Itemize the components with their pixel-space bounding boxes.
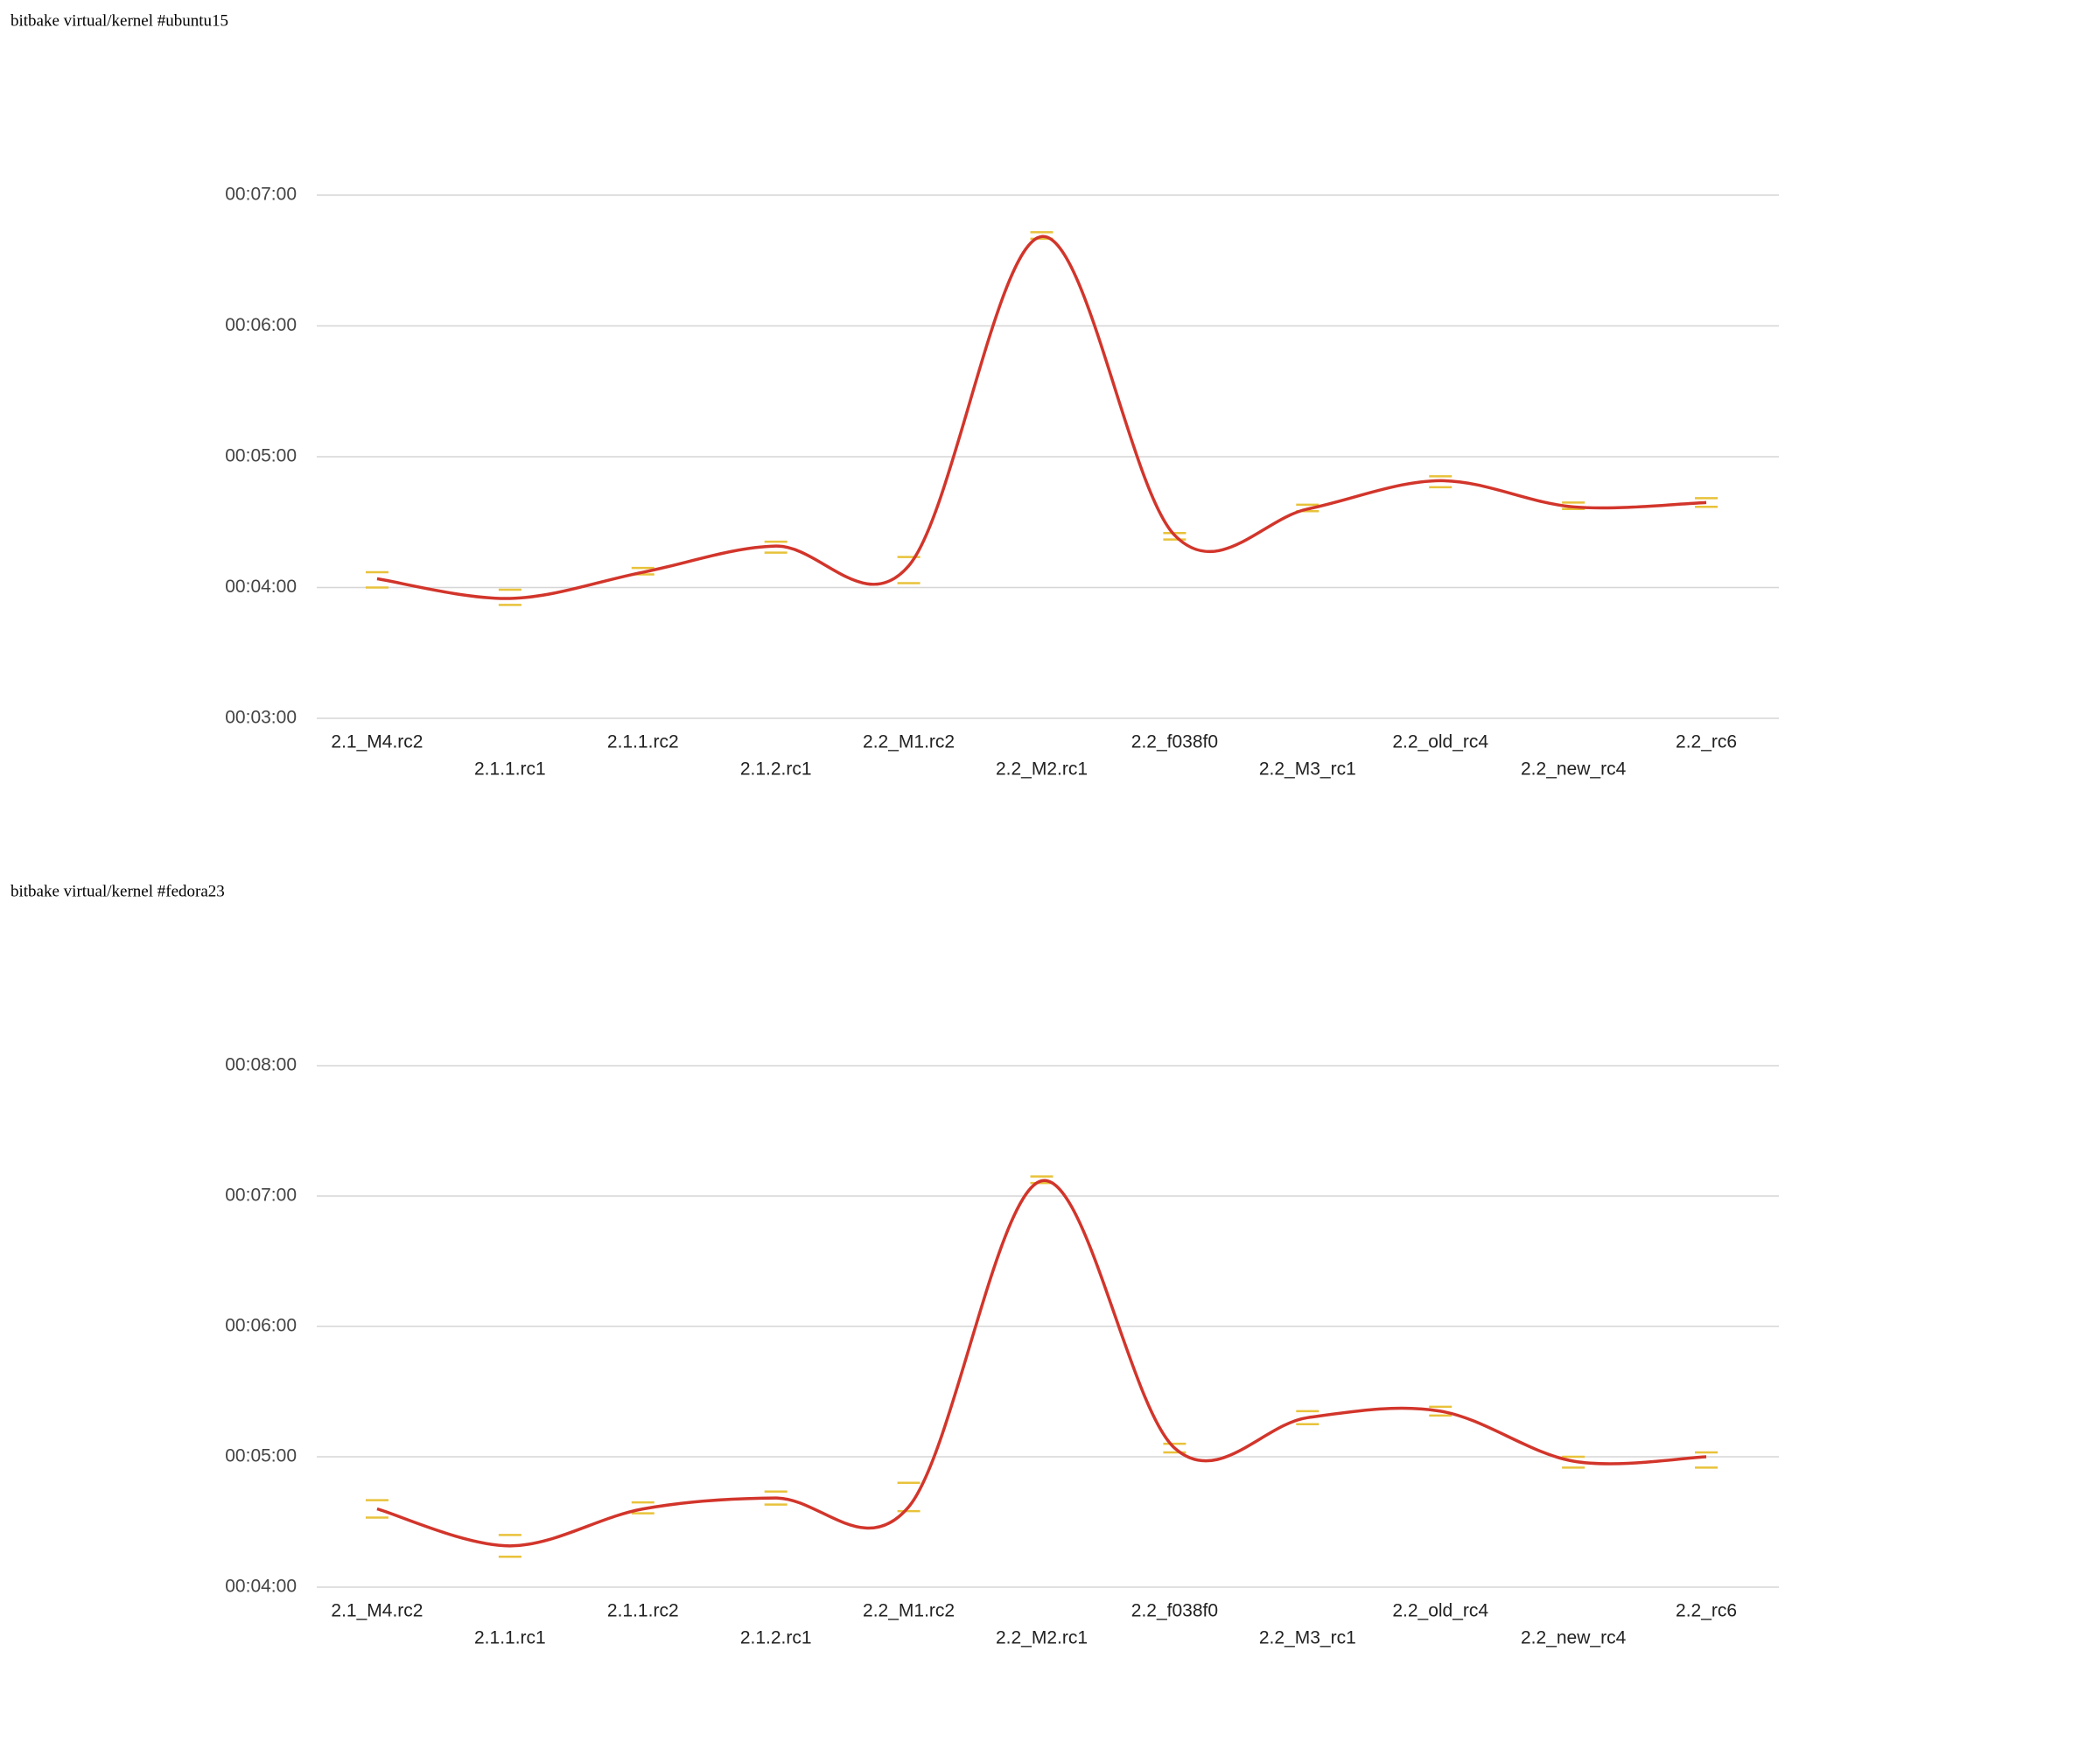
x-tick-label: 2.2_new_rc4	[1521, 1628, 1627, 1648]
x-tick-label: 2.2_M2.rc1	[996, 759, 1088, 780]
y-tick-label: 00:06:00	[225, 1316, 297, 1336]
x-tick-label: 2.1_M4.rc2	[331, 1601, 423, 1621]
x-tick-label: 2.1_M4.rc2	[331, 732, 423, 752]
y-tick-label: 00:06:00	[225, 315, 297, 335]
x-tick-label: 2.1.2.rc1	[740, 759, 812, 780]
chart-title: bitbake virtual/kernel #fedora23	[10, 882, 225, 900]
x-tick-label: 2.2_M2.rc1	[996, 1628, 1088, 1648]
x-tick-label: 2.1.1.rc1	[474, 1628, 546, 1648]
mean-line	[376, 1179, 1707, 1548]
x-tick-label: 2.1.2.rc1	[740, 1628, 812, 1648]
x-tick-label: 2.2_M1.rc2	[863, 1601, 955, 1621]
mean-line	[376, 234, 1707, 600]
x-tick-label: 2.2_f038f0	[1131, 1601, 1218, 1621]
x-tick-label: 2.2_rc6	[1676, 1601, 1737, 1621]
chart-title: bitbake virtual/kernel #ubuntu15	[10, 11, 228, 30]
y-tick-label: 00:05:00	[225, 1446, 297, 1466]
y-tick-label: 00:08:00	[225, 1055, 297, 1075]
x-tick-label: 2.2_rc6	[1676, 732, 1737, 752]
x-tick-label: 2.1.1.rc1	[474, 759, 546, 780]
x-tick-label: 2.2_old_rc4	[1392, 1601, 1488, 1621]
y-tick-label: 00:04:00	[225, 577, 297, 597]
x-tick-label: 2.1.1.rc2	[607, 732, 679, 752]
x-tick-label: 2.2_f038f0	[1131, 732, 1218, 752]
x-tick-label: 2.2_new_rc4	[1521, 759, 1627, 780]
x-tick-label: 2.2_M3_rc1	[1259, 1628, 1356, 1648]
x-tick-label: 2.1.1.rc2	[607, 1601, 679, 1621]
y-tick-label: 00:03:00	[225, 708, 297, 728]
y-tick-label: 00:05:00	[225, 446, 297, 466]
y-tick-label: 00:04:00	[225, 1577, 297, 1597]
y-tick-label: 00:07:00	[225, 1186, 297, 1206]
x-tick-label: 2.2_M1.rc2	[863, 732, 955, 752]
x-tick-label: 2.2_M3_rc1	[1259, 759, 1356, 780]
x-tick-label: 2.2_old_rc4	[1392, 732, 1488, 752]
y-tick-label: 00:07:00	[225, 185, 297, 205]
